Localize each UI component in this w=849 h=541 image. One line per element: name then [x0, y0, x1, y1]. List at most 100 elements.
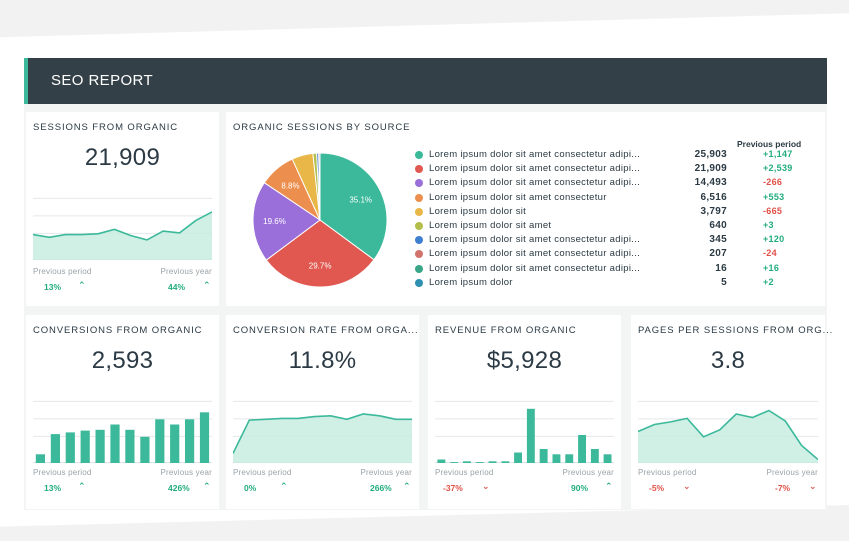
bar: [450, 462, 459, 463]
legend-dot-icon: [415, 236, 423, 245]
legend-dot-icon: [415, 207, 423, 216]
source-label: Lorem ipsum dolor sit amet consectetur a…: [429, 262, 641, 274]
bar: [35, 454, 45, 463]
source-label: Lorem ipsum dolor sit amet consectetur a…: [429, 149, 641, 160]
source-change: +2,539: [763, 163, 793, 174]
source-legend-row[interactable]: Lorem ipsum dolor sit amet consectetur a…: [413, 148, 818, 162]
prev-year-label: Previous year: [160, 267, 212, 276]
source-label: Lorem ipsum dolor: [429, 276, 513, 288]
prev-period-label: Previous period: [638, 468, 697, 477]
legend-dot-icon: [415, 151, 423, 159]
prev-period-label: Previous period: [233, 468, 292, 477]
pie-slice-label: 19.6%: [263, 217, 286, 226]
prev-period-value: 0%: [244, 483, 257, 493]
source-value: 345: [709, 234, 727, 246]
source-value: 207: [709, 248, 727, 260]
pie-slice-label: 35.1%: [349, 195, 372, 204]
conversion-rate-value: 11.8%: [288, 347, 357, 374]
sessions-chart: [33, 197, 212, 260]
source-change: +553: [763, 191, 785, 202]
area-fill: [638, 410, 818, 463]
source-label: Lorem ipsum dolor sit amet consectetur a…: [429, 163, 641, 175]
conversion-rate-chart: [233, 400, 412, 463]
legend-dot-icon: [415, 250, 423, 259]
source-value: 14,493: [694, 177, 727, 189]
pie-slice-label: 29.7%: [309, 262, 332, 271]
trend-up-icon: ⌃: [203, 481, 211, 491]
bar: [603, 454, 612, 463]
legend-dot-icon: [415, 278, 423, 287]
legend-dot-icon: [415, 179, 423, 188]
legend-dot-icon: [415, 264, 423, 273]
prev-year-label: Previous year: [766, 468, 818, 477]
pages-per-session-card[interactable]: PAGES PER SESSIONS FROM ORG... 3.8 Previ…: [631, 315, 832, 509]
trend-up-icon: ⌃: [203, 280, 211, 290]
source-legend-row[interactable]: Lorem ipsum dolor sit 3,797 -665: [413, 205, 818, 219]
revenue-card[interactable]: REVENUE FROM ORGANIC $5,928 Previous per…: [428, 315, 621, 509]
revenue-value: $5,928: [486, 347, 563, 374]
dashboard: SEO REPORT SESSIONS FROM ORGANIC 21,909 …: [24, 58, 832, 510]
bar: [488, 461, 497, 463]
background-bottom-band: [0, 505, 849, 541]
source-value: 21,909: [694, 163, 727, 175]
source-change: -24: [763, 248, 777, 259]
legend-dot-icon: [415, 193, 423, 202]
legend-dot-icon: [415, 165, 423, 174]
pages-per-session-chart: [638, 400, 818, 463]
pie-slice-label: 8.8%: [281, 181, 299, 190]
prev-period-value: 13%: [44, 483, 62, 493]
organic-sources-pie-chart: 35.1% 29.7% 19.6% 8.8%: [252, 152, 388, 288]
source-legend-row[interactable]: Lorem ipsum dolor sit amet consectetur a…: [413, 262, 818, 276]
source-legend-row[interactable]: Lorem ipsum dolor sit amet consectetur a…: [413, 233, 818, 247]
revenue-chart: [435, 400, 614, 463]
conversions-card[interactable]: CONVERSIONS FROM ORGANIC 2,593 Previous …: [26, 315, 219, 509]
sessions-value: 21,909: [84, 144, 161, 171]
source-legend-row[interactable]: Lorem ipsum dolor sit amet consectetur a…: [413, 176, 818, 190]
report-header: SEO REPORT: [24, 58, 827, 104]
sessions-card[interactable]: SESSIONS FROM ORGANIC 21,909 Previous pe…: [26, 112, 219, 306]
prev-year-label: Previous year: [562, 468, 614, 477]
legend-dot-icon: [415, 222, 423, 230]
source-change: +16: [763, 262, 780, 273]
conversion-rate-card[interactable]: CONVERSION RATE FROM ORGA... 11.8% Previ…: [226, 315, 419, 509]
source-label: Lorem ipsum dolor sit amet consectetur: [429, 191, 607, 203]
source-change: -665: [763, 205, 783, 216]
conversions-chart: [33, 400, 212, 463]
source-legend-row[interactable]: Lorem ipsum dolor sit amet consectetur a…: [413, 162, 818, 176]
series-line: [33, 211, 212, 241]
pie-slice: [265, 219, 375, 288]
prev-period-value: -5%: [649, 483, 665, 493]
bar: [50, 434, 60, 463]
card-title: CONVERSIONS FROM ORGANIC: [33, 325, 203, 336]
area-fill: [33, 211, 212, 260]
pages-per-session-value: 3.8: [710, 347, 746, 374]
trend-down-icon: ⌄: [809, 481, 817, 491]
source-legend-row[interactable]: Lorem ipsum dolor sit amet consectetur a…: [413, 247, 818, 261]
pie-slice: [319, 152, 388, 261]
bar: [578, 435, 586, 463]
bar: [565, 454, 574, 463]
source-legend-row[interactable]: Lorem ipsum dolor sit amet consectetur 6,…: [413, 191, 818, 205]
prev-year-value: 90%: [571, 483, 589, 493]
source-legend-row[interactable]: Lorem ipsum dolor 5 +2: [413, 276, 818, 290]
bar: [501, 461, 510, 463]
organic-sources-card[interactable]: ORGANIC SESSIONS BY SOURCE 35.1% 29.7% 19.…: [226, 112, 825, 306]
source-value: 640: [709, 220, 727, 231]
trend-up-icon: ⌃: [605, 481, 613, 491]
area-fill: [233, 414, 412, 463]
source-legend-row[interactable]: Lorem ipsum dolor sit amet 640 +3: [413, 219, 818, 233]
source-change: +1,147: [763, 149, 793, 159]
bar: [185, 419, 195, 463]
trend-up-icon: ⌃: [78, 280, 86, 290]
bar: [539, 449, 548, 463]
source-label: Lorem ipsum dolor sit amet consectetur a…: [429, 234, 641, 246]
trend-down-icon: ⌄: [683, 481, 691, 491]
bar: [140, 436, 150, 463]
bar: [437, 459, 446, 463]
bar: [125, 429, 135, 463]
bar: [65, 432, 75, 463]
bar: [155, 419, 165, 463]
bar: [514, 452, 522, 463]
bar: [110, 424, 120, 463]
series-line: [638, 409, 818, 461]
